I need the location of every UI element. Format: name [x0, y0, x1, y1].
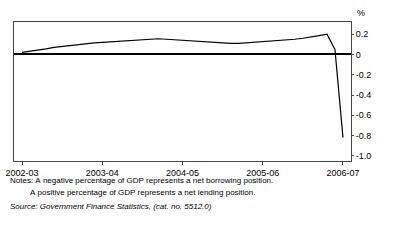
- svg-text:2006-07: 2006-07: [326, 168, 359, 178]
- svg-text:Source: Government Finance Sta: Source: Government Finance Statistics, (…: [10, 202, 212, 211]
- svg-text:-0.8: -0.8: [356, 131, 372, 141]
- svg-text:0: 0: [356, 50, 361, 60]
- svg-text:Notes: A negative percentage o: Notes: A negative percentage of GDP repr…: [10, 176, 273, 185]
- svg-text:2002-03: 2002-03: [6, 168, 39, 178]
- svg-text:A positive percentage of GDP r: A positive percentage of GDP represents …: [10, 188, 255, 197]
- svg-text:2003-04: 2003-04: [86, 168, 119, 178]
- svg-text:-0.2: -0.2: [356, 70, 372, 80]
- svg-text:0.2: 0.2: [356, 29, 369, 39]
- svg-text:%: %: [357, 8, 365, 18]
- svg-text:2004-05: 2004-05: [166, 168, 199, 178]
- svg-text:-0.6: -0.6: [356, 110, 372, 120]
- svg-text:-0.4: -0.4: [356, 90, 372, 100]
- svg-text:2005-06: 2005-06: [246, 168, 279, 178]
- svg-text:-1.0: -1.0: [356, 151, 372, 161]
